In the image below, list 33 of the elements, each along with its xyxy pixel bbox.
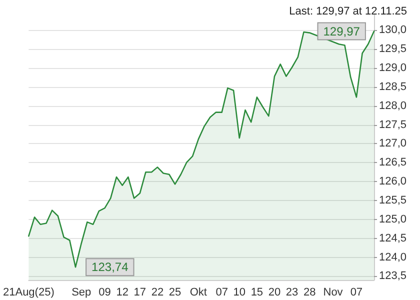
x-tick-label: 23 [286,286,298,298]
x-tick-label: 28 [303,286,316,298]
x-tick-label: 15 [250,286,264,298]
y-tick-label: 128,0 [379,100,407,112]
x-tick-label: 25 [168,286,182,298]
y-tick-label: 126,0 [379,176,407,188]
x-tick-label: Nov [323,286,344,298]
y-tick-label: 125,5 [379,194,407,206]
y-tick-label: 124,0 [379,251,407,264]
y-tick-label: 130,0 [379,24,407,36]
x-tick-label: 12 [116,286,128,298]
x-tick-label: Okt [190,286,207,298]
y-tick-label: 123,5 [379,270,407,282]
data-label: 129,97 [323,24,360,38]
y-tick-label: 129,0 [379,62,407,74]
y-tick-label: 128,5 [379,80,407,93]
y-tick-label: 124,5 [379,232,407,244]
x-tick-label: 07 [216,286,228,298]
x-tick-label: 20 [268,286,281,298]
x-tick-label: 17 [134,286,146,298]
y-tick-label: 129,5 [379,43,407,56]
x-tick-label: 22 [151,286,164,298]
x-tick-label: 07 [350,286,363,298]
x-tick-label: 09 [98,286,111,298]
x-tick-label: Sep [72,286,92,298]
x-tick-label: 10 [233,286,246,298]
y-tick-label: 126,5 [379,156,407,169]
y-tick-label: 127,0 [379,138,407,150]
data-label: 123,74 [92,260,129,274]
y-tick-label: 127,5 [379,118,407,131]
chart-title: Last: 129,97 at 12.11.25 [289,6,408,18]
x-tick-label: 21Aug(25) [2,286,54,298]
y-tick-label: 125,0 [379,213,407,226]
